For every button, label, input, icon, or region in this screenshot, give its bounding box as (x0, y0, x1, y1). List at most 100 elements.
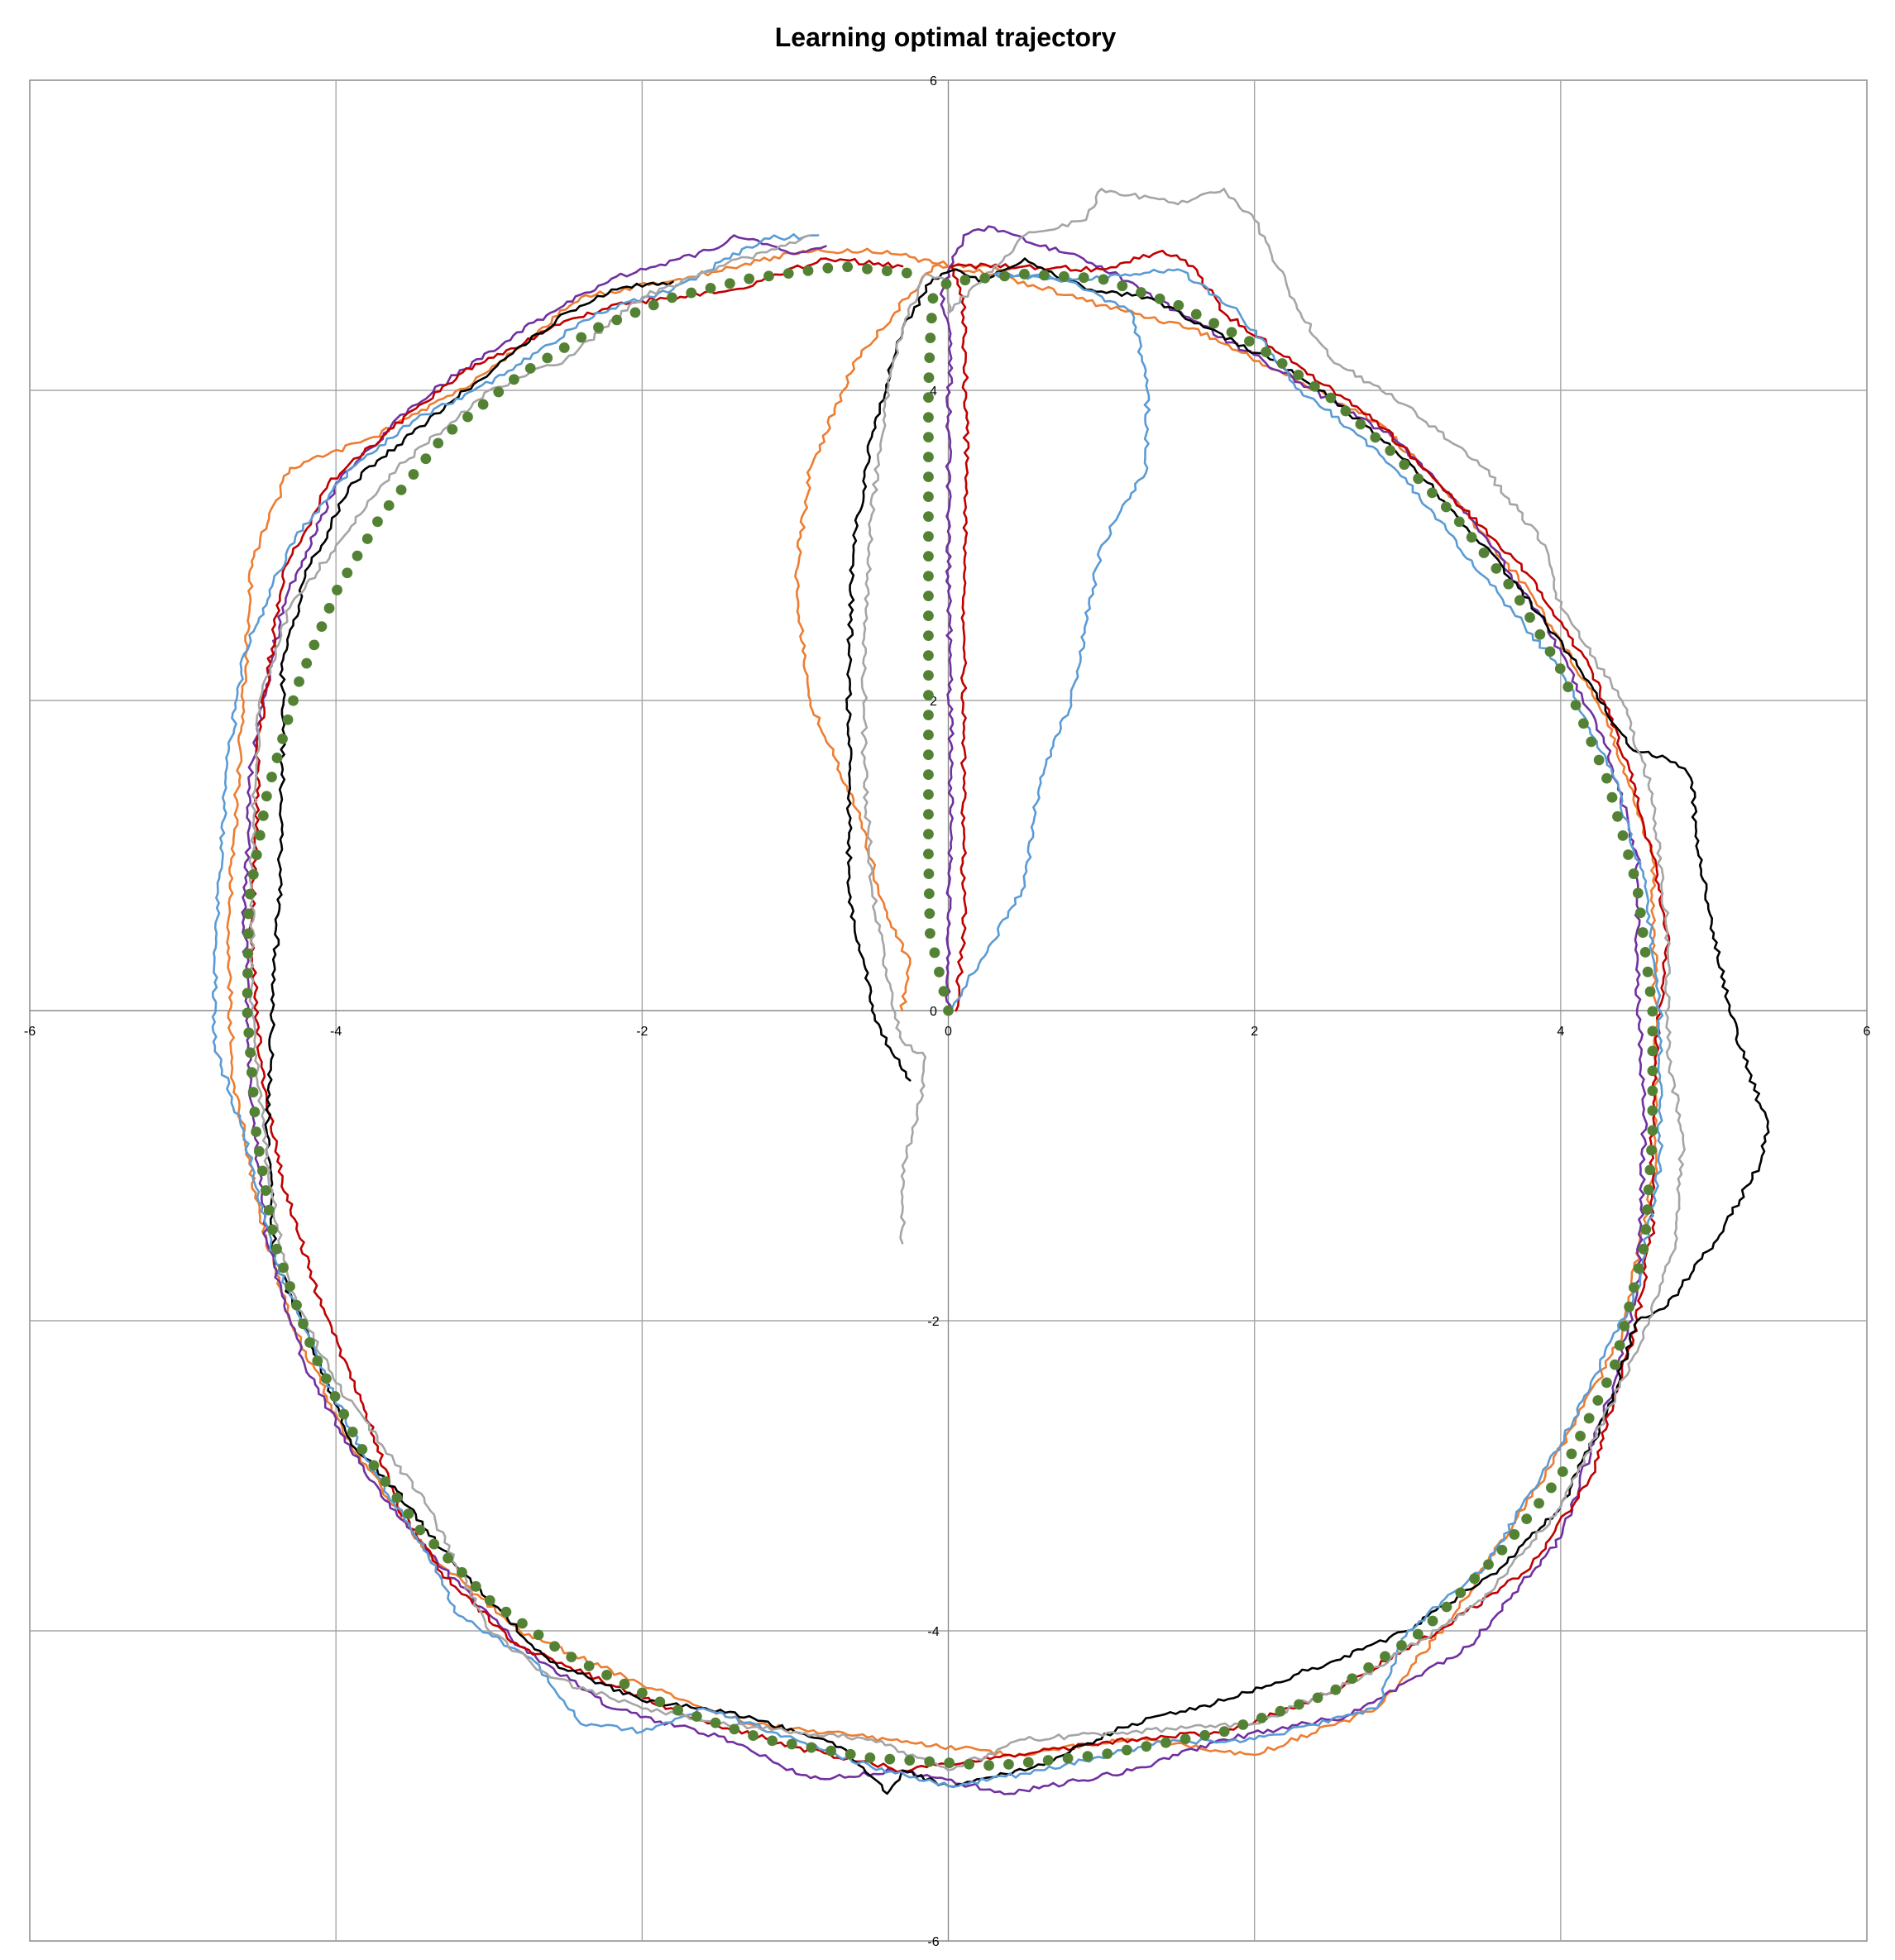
optimal-trajectory-dot (251, 1126, 262, 1137)
optimal-trajectory-dot (1628, 868, 1639, 879)
optimal-trajectory-dot (929, 947, 940, 958)
optimal-trajectory-dot (583, 1661, 595, 1671)
optimal-trajectory-dot (806, 1742, 817, 1753)
optimal-trajectory-dot (648, 299, 659, 311)
optimal-trajectory-dot (705, 282, 716, 294)
optimal-trajectory-dot (904, 1755, 916, 1766)
optimal-trajectory-dot (1276, 358, 1288, 369)
optimal-trajectory-dot (1642, 1204, 1653, 1216)
optimal-trajectory-dot (493, 386, 505, 398)
optimal-trajectory-dot (845, 1748, 856, 1760)
optimal-trajectory-dot (1199, 1729, 1211, 1741)
optimal-trajectory-dot (1583, 1413, 1595, 1424)
optimal-trajectory-dot (629, 307, 641, 318)
optimal-trajectory-dot (923, 432, 934, 443)
optimal-trajectory-dot (352, 550, 363, 562)
optimal-trajectory-dot (923, 670, 934, 681)
optimal-trajectory-dot (999, 270, 1010, 282)
optimal-trajectory-dot (782, 268, 794, 279)
optimal-trajectory-dot (1294, 1699, 1304, 1710)
optimal-trajectory-dot (1190, 308, 1202, 320)
optimal-trajectory-dot (256, 1165, 268, 1177)
optimal-trajectory-dot (979, 272, 991, 284)
optimal-trajectory-dot (923, 571, 934, 582)
optimal-trajectory-dot (923, 729, 934, 741)
x-tick-label: -4 (330, 1025, 342, 1039)
optimal-trajectory-dot (282, 714, 294, 725)
optimal-trajectory-dot (242, 987, 253, 999)
optimal-trajectory-dot (1524, 612, 1535, 623)
optimal-trajectory-dot (1566, 1448, 1577, 1460)
optimal-trajectory-dot (309, 639, 320, 651)
optimal-trajectory-dot (408, 469, 419, 480)
optimal-trajectory-dot (321, 1373, 332, 1384)
optimal-trajectory-dot (576, 332, 587, 343)
optimal-trajectory-dot (1370, 432, 1381, 443)
optimal-trajectory-dot (1038, 270, 1050, 281)
trajectory-series-3 (248, 250, 1671, 1773)
optimal-trajectory-dot (1256, 1712, 1267, 1723)
optimal-trajectory-dot (923, 610, 934, 622)
optimal-trajectory-dot (923, 590, 934, 602)
optimal-trajectory-dot (938, 986, 950, 997)
optimal-trajectory-dot (245, 1047, 256, 1059)
optimal-trajectory-dot (312, 1355, 323, 1366)
optimal-trajectory-dot (1617, 829, 1629, 841)
optimal-trajectory-dot (1082, 1751, 1093, 1762)
optimal-trajectory-dot (447, 423, 458, 435)
optimal-trajectory-dot (1634, 907, 1646, 919)
optimal-trajectory-dot (1647, 1006, 1658, 1017)
optimal-trajectory-dot (1586, 736, 1597, 748)
optimal-trajectory-dot (1647, 1065, 1658, 1077)
optimal-trajectory-dot (338, 1408, 350, 1420)
optimal-trajectory-dot (1244, 336, 1255, 347)
optimal-trajectory-dot (517, 1618, 528, 1629)
optimal-trajectory-dot (924, 908, 936, 919)
optimal-trajectory-dot (433, 437, 444, 449)
optimal-trajectory-dot (1514, 595, 1525, 606)
optimal-trajectory-dot (1380, 1651, 1390, 1662)
optimal-trajectory-dot (825, 1745, 836, 1757)
optimal-trajectory-dot (1309, 380, 1320, 392)
optimal-trajectory-dot (1121, 1744, 1132, 1756)
optimal-trajectory-dot (923, 809, 934, 820)
optimal-trajectory-dot (710, 1717, 721, 1728)
optimal-trajectory-dot (403, 1508, 414, 1519)
optimal-trajectory-dot (1003, 1758, 1014, 1770)
optimal-trajectory-dot (249, 1107, 261, 1117)
optimal-trajectory-dot (1575, 1431, 1586, 1441)
optimal-trajectory-dot (1102, 1748, 1113, 1760)
optimal-trajectory-dot (864, 1752, 876, 1763)
optimal-trajectory-dot (368, 1460, 380, 1471)
optimal-trajectory-dot (1441, 1601, 1452, 1613)
optimal-trajectory-dot (924, 352, 936, 364)
optimal-trajectory-dot (1632, 887, 1644, 899)
optimal-trajectory-dot (924, 928, 936, 939)
optimal-trajectory-dot (1466, 532, 1477, 543)
optimal-trajectory-dot (763, 270, 774, 282)
optimal-trajectory-dot (263, 1204, 275, 1216)
y-tick-label: 2 (930, 695, 937, 709)
optimal-trajectory-dot (1078, 272, 1089, 284)
trajectory-series-2 (241, 225, 1649, 1795)
optimal-trajectory-dot (923, 749, 934, 761)
optimal-trajectory-dot (927, 293, 939, 304)
optimal-trajectory-dot (1141, 1741, 1152, 1752)
optimal-trajectory-dot (1399, 459, 1410, 471)
optimal-trajectory-dot (724, 278, 735, 289)
optimal-trajectory-dot (1646, 1145, 1657, 1156)
optimal-trajectory-dot (1592, 1395, 1604, 1406)
optimal-trajectory-dot (881, 265, 892, 277)
x-tick-label: 4 (1557, 1025, 1564, 1039)
optimal-trajectory-dot (619, 1678, 630, 1690)
optimal-trajectory-dot (1062, 1752, 1074, 1764)
optimal-trajectory-dot (533, 1629, 544, 1641)
y-tick-label: 0 (930, 1005, 937, 1019)
optimal-trajectory-dot (1042, 1755, 1054, 1766)
optimal-trajectory-dot (1578, 718, 1589, 729)
optimal-trajectory-dot (242, 928, 254, 939)
optimal-trajectory-dot (1478, 547, 1490, 558)
optimal-trajectory-dot (1385, 445, 1396, 457)
optimal-trajectory-dot (457, 1566, 467, 1578)
optimal-trajectory-dot (383, 500, 395, 511)
